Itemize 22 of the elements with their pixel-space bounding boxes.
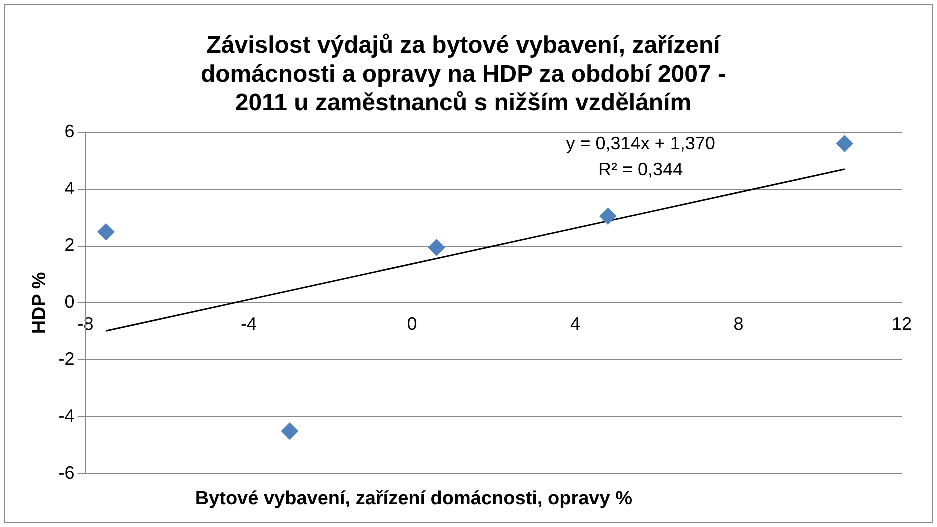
y-tick-label: 0 bbox=[64, 292, 75, 312]
y-axis-title: HDP % bbox=[30, 272, 51, 334]
y-tick-label: -4 bbox=[58, 406, 75, 426]
annotation: y = 0,314x + 1,370 bbox=[566, 133, 716, 154]
x-axis-title: Bytové vybavení, zařízení domácnosti, opravy % bbox=[195, 488, 633, 510]
point bbox=[428, 239, 446, 256]
chart-title: Závislost výdajů za bytové vybavení, zařízení domácnosti a opravy na HDP za období 2007 - 2011 u zaměstnanců s nižším vzděláním bbox=[200, 32, 726, 117]
x-tick-label: 8 bbox=[734, 314, 744, 334]
x-tick-label: 4 bbox=[570, 314, 581, 334]
x-tick-label: -4 bbox=[241, 314, 258, 334]
x-tick-label: 0 bbox=[407, 314, 418, 334]
x-tick-label: 12 bbox=[892, 314, 912, 334]
point bbox=[836, 135, 854, 152]
annotation: R² = 0,344 bbox=[598, 159, 684, 180]
point bbox=[98, 224, 115, 241]
y-tick-label: -6 bbox=[58, 462, 75, 483]
y-tick-label: -2 bbox=[58, 349, 75, 370]
y-tick-label: 4 bbox=[64, 178, 75, 198]
y-tick-label: 6 bbox=[64, 121, 75, 142]
point bbox=[281, 422, 298, 440]
y-tick-label: 2 bbox=[64, 235, 75, 256]
point bbox=[600, 208, 617, 225]
